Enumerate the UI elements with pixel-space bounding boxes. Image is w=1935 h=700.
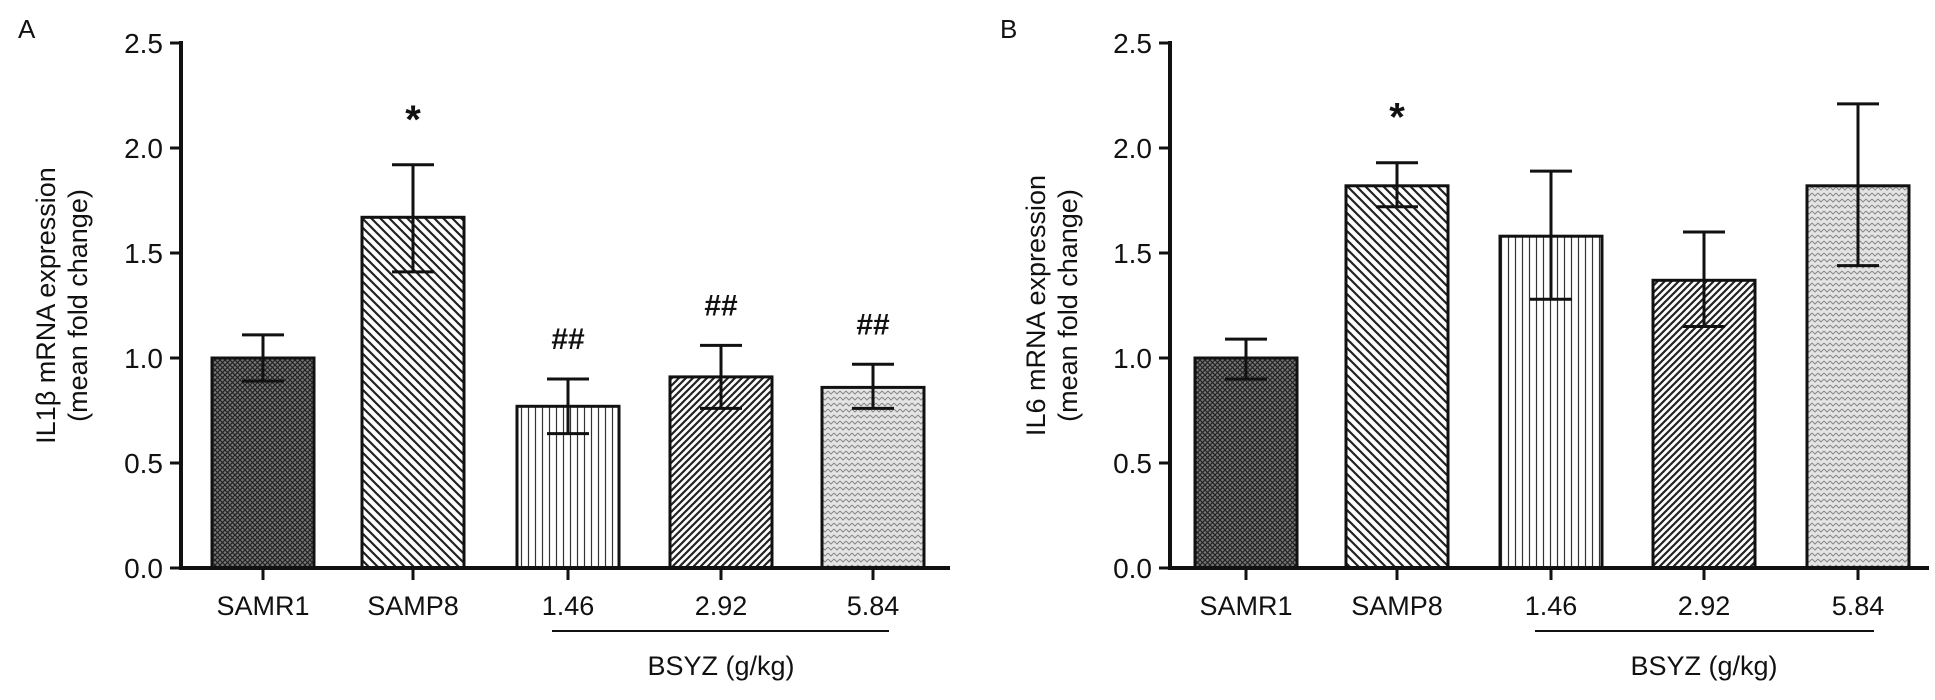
panel-label: A <box>18 14 36 44</box>
y-tick-label: 1.0 <box>124 343 163 374</box>
x-tick-label: SAMP8 <box>367 591 459 621</box>
error-bar <box>547 377 589 436</box>
y-tick-label: 2.5 <box>124 28 163 59</box>
group-label: BSYZ (g/kg) <box>1630 651 1777 681</box>
error-bar <box>852 362 894 410</box>
bar-SAMR1 <box>210 356 316 570</box>
bar-2.92 <box>1651 278 1757 570</box>
error-bar <box>1225 337 1267 381</box>
y-tick-label: 2.5 <box>1113 28 1152 59</box>
error-bar <box>1376 161 1418 209</box>
y-axis-label-units: (mean fold change) <box>63 189 93 422</box>
x-tick-label: 1.46 <box>542 591 595 621</box>
x-tick-label: SAMP8 <box>1351 591 1443 621</box>
y-tick-label: 2.0 <box>1113 133 1152 164</box>
bar-5.84 <box>820 385 926 570</box>
y-tick-label: 2.0 <box>124 133 163 164</box>
x-tick-label: SAMR1 <box>1199 591 1292 621</box>
bar-SAMP8 <box>360 215 466 570</box>
y-tick-label: 0.5 <box>1113 448 1152 479</box>
panel-label: B <box>1000 14 1017 44</box>
error-bar <box>700 343 742 410</box>
group-label: BSYZ (g/kg) <box>647 651 794 681</box>
panel-a-chart: A IL1β mRNA expression (mean fold change) S… <box>18 14 950 681</box>
error-bar <box>242 333 284 383</box>
significance-marker: ## <box>856 308 890 341</box>
y-axis-label-units: (mean fold change) <box>1053 189 1083 422</box>
y-axis-label: IL6 mRNA expression <box>1021 175 1051 436</box>
y-tick-label: 0.0 <box>1113 553 1152 584</box>
panel-b-chart: B IL6 mRNA expression (mean fold change) SA… <box>1000 14 1929 681</box>
x-tick-label: 1.46 <box>1525 591 1578 621</box>
x-tick-label: 5.84 <box>1832 591 1885 621</box>
error-bar <box>1530 169 1572 301</box>
y-tick-label: 1.0 <box>1113 343 1152 374</box>
significance-marker: * <box>1389 96 1405 140</box>
y-axis-label: IL1β mRNA expression <box>31 167 61 444</box>
bar-SAMP8 <box>1344 184 1450 570</box>
y-tick-label: 1.5 <box>124 238 163 269</box>
error-bar <box>392 163 434 274</box>
y-tick-label: 0.5 <box>124 448 163 479</box>
significance-marker: ## <box>551 323 585 356</box>
significance-marker: ## <box>704 289 738 322</box>
y-tick-label: 1.5 <box>1113 238 1152 269</box>
error-bar <box>1683 230 1725 328</box>
x-tick-label: SAMR1 <box>216 591 309 621</box>
significance-marker: * <box>405 98 421 142</box>
error-bar <box>1837 102 1879 268</box>
y-tick-label: 0.0 <box>124 553 163 584</box>
x-tick-label: 2.92 <box>1678 591 1731 621</box>
x-tick-label: 5.84 <box>847 591 900 621</box>
x-tick-label: 2.92 <box>695 591 748 621</box>
bar-SAMR1 <box>1193 356 1299 570</box>
